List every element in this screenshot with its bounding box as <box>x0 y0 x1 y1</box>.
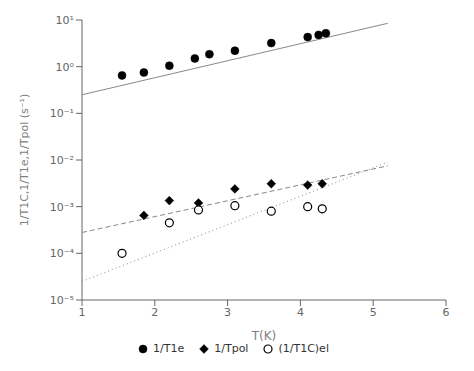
svg-text:3: 3 <box>224 306 231 319</box>
html-text:(1/T1C)el: (1/T1C)el <box>278 342 329 355</box>
html-text:1/T1e: 1/T1e <box>153 342 185 355</box>
svg-text:10⁰: 10⁰ <box>56 61 75 74</box>
svg-text:T(K): T(K) <box>251 329 277 343</box>
svg-text:10⁻⁵: 10⁻⁵ <box>50 294 74 307</box>
svg-text:4: 4 <box>297 306 304 319</box>
svg-text:1/T1C,1/T1e,1/Tpol (s⁻¹): 1/T1C,1/T1e,1/Tpol (s⁻¹) <box>18 94 31 227</box>
svg-text:10⁻⁴: 10⁻⁴ <box>50 247 75 260</box>
svg-text:2: 2 <box>151 306 158 319</box>
svg-text:5: 5 <box>370 306 377 319</box>
svg-text:1: 1 <box>79 306 86 319</box>
svg-text:10¹: 10¹ <box>56 14 74 27</box>
svg-text:10⁻³: 10⁻³ <box>50 201 74 214</box>
svg-text:6: 6 <box>443 306 450 319</box>
svg-text:10⁻²: 10⁻² <box>50 154 74 167</box>
svg-text:10⁻¹: 10⁻¹ <box>50 107 74 120</box>
html-text:1/Tpol: 1/Tpol <box>214 342 249 355</box>
